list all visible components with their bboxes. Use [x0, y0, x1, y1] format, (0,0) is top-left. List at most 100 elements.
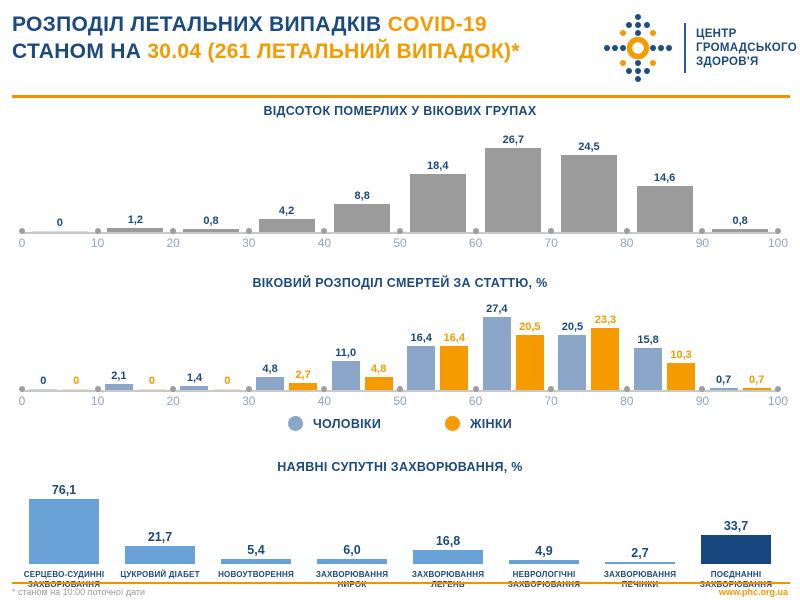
bar-column: 0,7: [742, 374, 771, 390]
bar: [413, 550, 483, 564]
category-label: ЗАХВОРЮВАННЯ НИРОК: [315, 570, 389, 589]
bar-value-label: 23,3: [594, 314, 617, 326]
bar-value-label: 6,0: [343, 543, 361, 557]
bar: [515, 335, 544, 390]
footer-divider: [12, 582, 790, 584]
axis-tick-label: 40: [317, 236, 332, 250]
axis-tick-label: 0: [18, 394, 26, 408]
legend-item-male: ЧОЛОВІКИ: [287, 416, 381, 431]
chart2-legend: ЧОЛОВІКИ ЖІНКИ: [0, 416, 800, 431]
bar-stack: 76,1: [29, 480, 99, 564]
axis-tick-label: 10: [90, 236, 105, 250]
bar-stack: 2,7: [605, 480, 675, 564]
axis-tick-dot: [623, 386, 630, 392]
category-label: НОВОУТВОРЕННЯ: [218, 570, 294, 579]
axis-tick-dot: [472, 386, 479, 392]
bar-stack: 33,7: [701, 480, 771, 564]
bar: [709, 388, 738, 390]
axis-tick-label: 60: [468, 236, 483, 250]
bar-value-label: 0: [224, 375, 231, 387]
bar-column: 16,4: [440, 332, 469, 390]
bar-column: 18,4: [409, 160, 466, 232]
bar: [440, 346, 469, 390]
bar-column: 10,3: [667, 349, 696, 390]
axis-tick-label: 80: [620, 394, 634, 408]
brand-name-line: ЗДОРОВ'Я: [696, 56, 759, 68]
bar-value-label: 0,7: [748, 374, 765, 386]
comorbidity-column: 16,8 ЗАХВОРЮВАННЯ ЛЕГЕНЬ: [400, 480, 496, 590]
bar: [605, 562, 675, 564]
bar-stack: 5,4: [221, 480, 291, 564]
bar-group: 4,2: [249, 205, 325, 232]
bar-value-label: 0,8: [732, 215, 748, 227]
axis-tick-dot: [397, 386, 403, 392]
comorbidity-column: 33,7 ПОЄДНАННІ ЗАХВОРЮВАННЯ: [688, 480, 784, 590]
bar-column: 11,0: [331, 347, 360, 390]
axis-tick-label: 50: [393, 236, 407, 250]
bar: [701, 535, 771, 564]
bar-value-label: 4,8: [262, 363, 278, 375]
bar-column: 4,8: [364, 363, 393, 390]
axis-tick-label: 80: [620, 236, 634, 250]
axis-tick-label: 70: [544, 236, 558, 250]
bar-stack: 16,8: [413, 480, 483, 564]
website-link[interactable]: www.phc.org.ua: [718, 587, 788, 597]
axis-tick-dot: [397, 228, 403, 234]
header-divider: [12, 95, 790, 98]
bar-stack: 21,7: [125, 480, 195, 564]
axis-tick-dot: [94, 386, 101, 392]
chart3-title: НАЯВНІ СУПУТНІ ЗАХВОРЮВАННЯ, %: [277, 460, 523, 474]
bar-value-label: 0: [40, 375, 47, 387]
bar-column: 15,8: [634, 334, 663, 390]
page-title: РОЗПОДІЛ ЛЕТАЛЬНИХ ВИПАДКІВ COVID-19 СТА…: [12, 11, 520, 65]
bar-value-label: 0: [73, 375, 80, 387]
bar: [409, 174, 466, 232]
brand-name-line: ГРОМАДСЬКОГО: [696, 42, 797, 54]
bar-value-label: 0: [148, 375, 155, 387]
bar-column: 26,7: [485, 134, 542, 232]
bar-column: 4,2: [258, 205, 315, 232]
axis-tick-label: 10: [90, 394, 105, 408]
bar-column: 0,8: [182, 215, 239, 232]
axis-tick-dot: [245, 228, 252, 234]
bar: [213, 389, 242, 390]
bar-group: 15,8 10,3: [627, 334, 703, 390]
page-title-line1: РОЗПОДІЛ ЛЕТАЛЬНИХ ВИПАДКІВ COVID-19: [12, 11, 520, 38]
bar-groups: 0 1,2 0,8 4,2 8,8 18,4 26,7 24,5 14,6 0,8: [22, 134, 778, 232]
bar-column: 0: [62, 375, 91, 390]
bar: [107, 228, 164, 232]
bar-value-label: 8,8: [354, 190, 370, 202]
chart1-plot: 0 1,2 0,8 4,2 8,8 18,4 26,7 24,5 14,6 0,8 0 10 20 30 4…: [19, 124, 788, 250]
bar-column: 0: [29, 375, 58, 390]
chart1-title: ВІДСОТОК ПОМЕРЛИХ У ВІКОВИХ ГРУПАХ: [263, 104, 537, 118]
bar-group: 0: [22, 217, 98, 232]
axis-tick-label: 20: [166, 394, 180, 408]
brand-name-line: ЦЕНТР: [696, 28, 737, 40]
bar-column: 2,1: [104, 370, 133, 390]
bar-column: 8,8: [334, 190, 391, 232]
axis-tick-dot: [699, 386, 706, 392]
bar: [317, 559, 387, 564]
axis-tick-dot: [775, 228, 781, 234]
page-title-line2: СТАНОМ НА 30.04 (261 ЛЕТАЛЬНИЙ ВИПАДОК)*: [12, 38, 520, 65]
axis-tick-dot: [699, 228, 706, 234]
title-text-accent: 30.04 (261 ЛЕТАЛЬНИЙ ВИПАДОК)*: [147, 40, 520, 63]
bar-value-label: 0: [56, 217, 63, 229]
bar-column: 0: [213, 375, 242, 390]
bar-column: 0: [31, 217, 88, 232]
comorbidity-column: 4,9 НЕВРОЛОГІЧНІ ЗАХВОРЮВАННЯ: [496, 480, 592, 590]
category-label: СЕРЦЕВО-СУДИННІ ЗАХВОРЮВАННЯ: [23, 570, 105, 589]
bar-group: 11,0 4,8: [324, 347, 400, 390]
bar: [182, 229, 239, 232]
axis-tick-label: 40: [317, 394, 332, 408]
legend-label: ЖІНКИ: [470, 416, 513, 431]
bar: [364, 377, 393, 390]
axis-tick-label: 90: [695, 236, 710, 250]
male-legend-dot-icon: [287, 416, 303, 431]
axis-tick-label: 50: [393, 394, 407, 408]
bar-value-label: 20,5: [519, 321, 541, 333]
bar: [331, 361, 360, 390]
bar-stack: 6,0: [317, 480, 387, 564]
bar-value-label: 20,5: [561, 321, 584, 333]
